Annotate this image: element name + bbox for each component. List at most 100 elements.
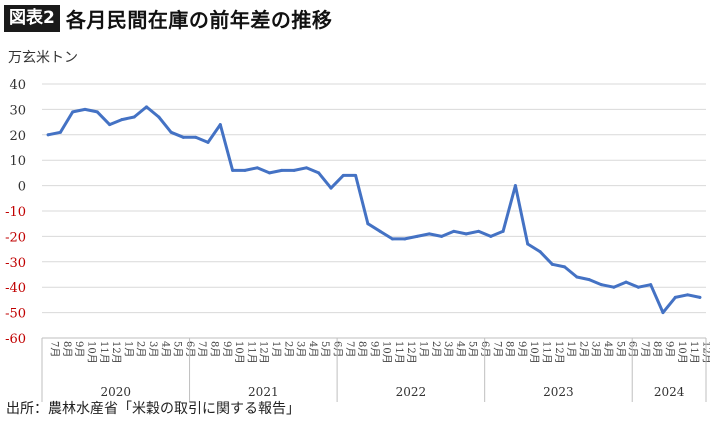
data-point (292, 168, 296, 172)
x-tick-label: 10月 (233, 341, 245, 364)
y-tick-label: -60 (5, 332, 26, 347)
data-point (157, 115, 161, 119)
y-axis-label: 万玄米トン (8, 49, 78, 66)
data-point (563, 265, 567, 269)
data-point (267, 171, 271, 175)
data-point (575, 275, 579, 279)
data-point (513, 184, 517, 188)
data-point (354, 173, 358, 177)
data-point (599, 283, 603, 287)
x-tick-label: 5月 (614, 341, 626, 357)
data-point (366, 222, 370, 226)
year-label: 2022 (396, 385, 427, 399)
data-point (83, 107, 87, 111)
x-tick-label: 12月 (258, 341, 270, 364)
y-tick-label: -40 (5, 281, 26, 296)
y-tick-label: 30 (9, 103, 26, 118)
x-tick-label: 2月 (577, 341, 589, 357)
data-point (341, 173, 345, 177)
x-tick-label: 3月 (147, 341, 159, 357)
data-point (206, 140, 210, 144)
x-tick-label: 11月 (393, 341, 405, 364)
chart-title: 各月民間在庫の前年差の推移 (65, 7, 333, 32)
x-tick-label: 5月 (319, 341, 331, 357)
x-tick-label: 4月 (307, 341, 319, 357)
x-tick-label: 11月 (245, 341, 257, 364)
data-point (108, 123, 112, 127)
data-point (231, 168, 235, 172)
x-tick-label: 7月 (491, 341, 503, 357)
data-point (194, 135, 198, 139)
data-point (255, 166, 259, 170)
x-tick-label: 11月 (541, 341, 553, 364)
x-tick-label: 8月 (651, 341, 663, 357)
data-point (378, 229, 382, 233)
x-tick-label: 2月 (135, 341, 147, 357)
x-tick-label: 10月 (381, 341, 393, 364)
x-tick-label: 9月 (368, 341, 380, 357)
data-point (649, 283, 653, 287)
data-point (550, 262, 554, 266)
x-tick-label: 1月 (270, 341, 282, 357)
data-point (390, 237, 394, 241)
x-tick-label: 11月 (98, 341, 110, 364)
x-tick-label: 10月 (86, 341, 98, 364)
y-tick-label: -50 (5, 307, 26, 322)
data-point (169, 130, 173, 134)
year-label: 2020 (101, 385, 132, 399)
data-point (624, 280, 628, 284)
data-point (120, 118, 124, 122)
x-tick-label: 8月 (356, 341, 368, 357)
x-tick-label: 3月 (295, 341, 307, 357)
x-tick-label: 7月 (196, 341, 208, 357)
x-tick-label: 4月 (602, 341, 614, 357)
data-point (132, 115, 136, 119)
data-point (636, 285, 640, 289)
x-tick-label: 8月 (209, 341, 221, 357)
x-tick-label: 12月 (110, 341, 122, 364)
x-tick-label: 5月 (172, 341, 184, 357)
data-point (489, 234, 493, 238)
x-tick-label: 7月 (344, 341, 356, 357)
x-tick-label: 2月 (430, 341, 442, 357)
data-point (329, 186, 333, 190)
chart-header: 図表2 各月民間在庫の前年差の推移 (4, 3, 332, 33)
data-point (698, 295, 702, 299)
x-tick-label: 5月 (467, 341, 479, 357)
data-point (612, 285, 616, 289)
x-tick-label: 4月 (454, 341, 466, 357)
x-tick-label: 1月 (418, 341, 430, 357)
x-tick-label: 11月 (688, 341, 700, 364)
x-tick-label: 7月 (639, 341, 651, 357)
data-point (243, 168, 247, 172)
x-tick-label: 8月 (504, 341, 516, 357)
x-tick-label: 12月 (553, 341, 565, 364)
source-note: 出所：農林水産省「米穀の取引に関する報告」 (6, 401, 300, 417)
data-point (415, 234, 419, 238)
x-tick-label: 9月 (663, 341, 675, 357)
data-point (661, 311, 665, 315)
data-point (71, 110, 75, 114)
data-point (427, 232, 431, 236)
data-point (501, 229, 505, 233)
year-label: 2024 (654, 385, 685, 399)
y-tick-label: -10 (5, 205, 26, 220)
x-tick-label: 8月 (61, 341, 73, 357)
data-point (403, 237, 407, 241)
year-label: 2023 (543, 385, 574, 399)
x-tick-label: 7月 (49, 341, 61, 357)
data-point (304, 166, 308, 170)
data-point (440, 234, 444, 238)
y-tick-label: 0 (18, 180, 26, 195)
data-point (587, 278, 591, 282)
year-label: 2021 (248, 385, 279, 399)
data-point (477, 229, 481, 233)
x-tick-label: 4月 (159, 341, 171, 357)
data-point (280, 168, 284, 172)
data-point (58, 130, 62, 134)
x-tick-label: 1月 (122, 341, 134, 357)
data-point (464, 232, 468, 236)
x-tick-label: 9月 (516, 341, 528, 357)
data-point (95, 110, 99, 114)
